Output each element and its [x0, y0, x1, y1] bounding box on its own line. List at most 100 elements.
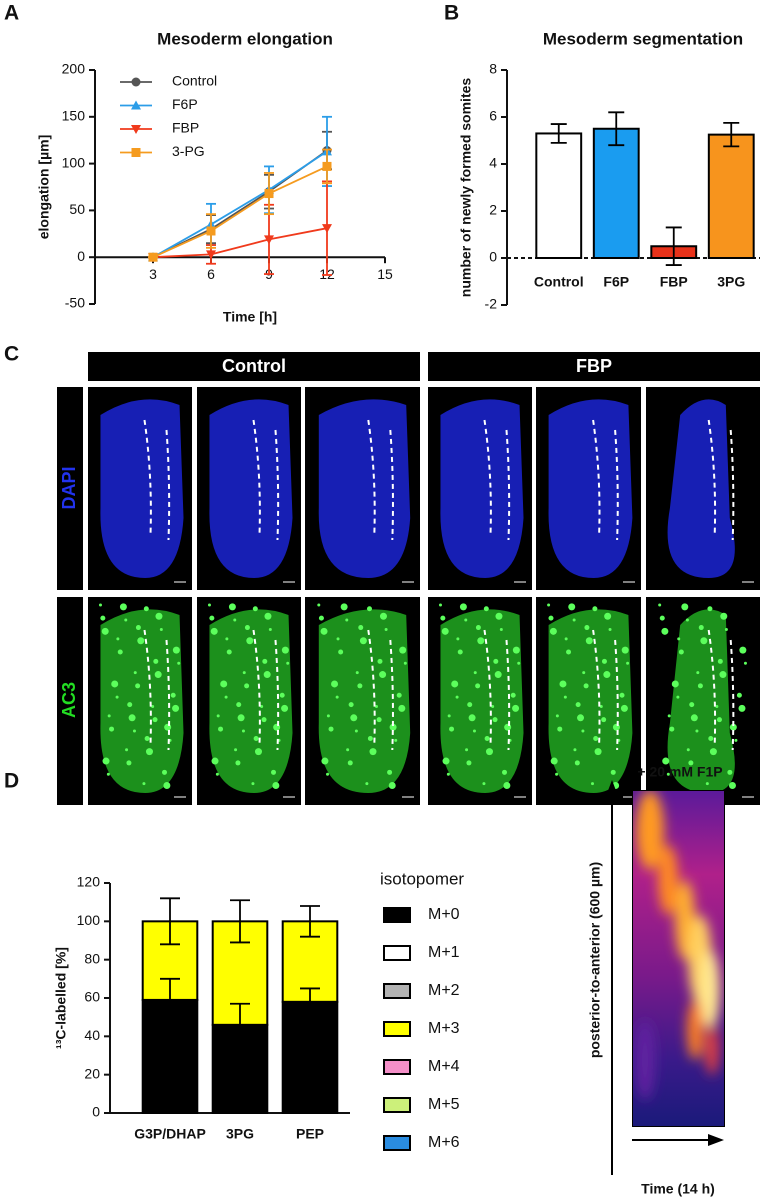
speckle [234, 748, 238, 752]
legend-label: M+1 [428, 944, 460, 961]
speckle [510, 692, 516, 698]
speckle [574, 760, 580, 766]
speckle [575, 702, 581, 708]
speckle [346, 748, 350, 752]
somite-boundary [274, 429, 280, 541]
speckle [236, 702, 242, 708]
marker [322, 224, 332, 234]
speckle [398, 704, 406, 712]
speckle [145, 748, 153, 756]
speckle [159, 627, 163, 631]
embryo [209, 609, 293, 793]
legend-swatch [383, 907, 411, 923]
speckle [233, 618, 237, 622]
speckle [143, 606, 149, 612]
speckle [555, 772, 559, 776]
speckle [465, 748, 469, 752]
y-tick-label: -2 [485, 296, 498, 312]
speckle [355, 671, 359, 675]
legend-swatch [383, 945, 411, 961]
speckle [326, 772, 330, 776]
speckle [475, 683, 481, 689]
somite-boundary [274, 639, 280, 751]
speckle [135, 625, 141, 631]
speckle [152, 717, 158, 723]
column-header: FBP [576, 356, 612, 376]
speckle [512, 646, 520, 654]
embryo [440, 609, 524, 793]
speckle [594, 748, 602, 756]
speckle [124, 618, 128, 622]
bar-segment [211, 1023, 269, 1115]
speckle [677, 637, 681, 641]
speckle [116, 637, 120, 641]
speckle [263, 671, 271, 679]
speckle [603, 671, 611, 679]
panel-letter: C [4, 343, 19, 366]
panel-e: + 20 mM F1P posterior-to-anterior (600 µ… [587, 764, 725, 1197]
legend-label: F6P [172, 96, 198, 112]
y-tick-label: 0 [92, 1104, 100, 1120]
speckle [466, 760, 472, 766]
speckle [695, 729, 699, 733]
legend-label: M+0 [428, 906, 460, 923]
speckle [328, 726, 334, 732]
speckle [696, 671, 700, 675]
embryo [100, 609, 184, 793]
series-line [152, 165, 328, 259]
speckle [237, 714, 245, 722]
speckle [376, 717, 382, 723]
speckle [612, 723, 620, 731]
speckle [126, 760, 132, 766]
speckle [610, 769, 616, 775]
speckle [729, 723, 737, 731]
row-bar [57, 387, 83, 590]
y-tick-label: 4 [489, 155, 497, 171]
speckle [503, 781, 511, 789]
speckle [338, 649, 344, 655]
speckle [235, 760, 241, 766]
speckle [135, 683, 141, 689]
legend-label: M+4 [428, 1058, 460, 1075]
panel-letter: A [4, 2, 19, 25]
speckle [133, 671, 137, 675]
speckle [502, 769, 508, 775]
row-bar [57, 597, 83, 805]
speckle [331, 680, 339, 688]
speckle [685, 618, 689, 622]
speckle [658, 603, 662, 607]
embryo [318, 399, 411, 578]
y-tick-label: 100 [62, 154, 86, 170]
speckle [447, 714, 451, 718]
speckle [394, 738, 398, 742]
speckle [119, 603, 127, 611]
y-tick-label: 2 [489, 202, 497, 218]
speckle [573, 748, 577, 752]
speckle [608, 627, 612, 631]
speckle [549, 627, 557, 635]
speckle [734, 738, 738, 742]
speckle [581, 729, 585, 733]
speckle [698, 625, 704, 631]
speckle [388, 781, 396, 789]
speckle [389, 723, 397, 731]
header-bar [428, 352, 760, 381]
y-tick-label: 50 [69, 201, 85, 217]
speckle [451, 680, 459, 688]
speckle [715, 705, 719, 709]
header-bar [88, 352, 420, 381]
speckle [153, 658, 159, 664]
speckle [736, 692, 742, 698]
speckle [620, 704, 628, 712]
somite-boundary [483, 629, 492, 746]
speckle [700, 637, 708, 645]
x-tick-label: 6 [207, 266, 215, 282]
speckle [584, 625, 590, 631]
speckle [125, 748, 129, 752]
speckle [336, 637, 340, 641]
speckle [467, 702, 473, 708]
speckle [563, 695, 567, 699]
speckle [582, 671, 586, 675]
bar [535, 132, 583, 259]
x-tick-label: 3PG [226, 1126, 254, 1142]
